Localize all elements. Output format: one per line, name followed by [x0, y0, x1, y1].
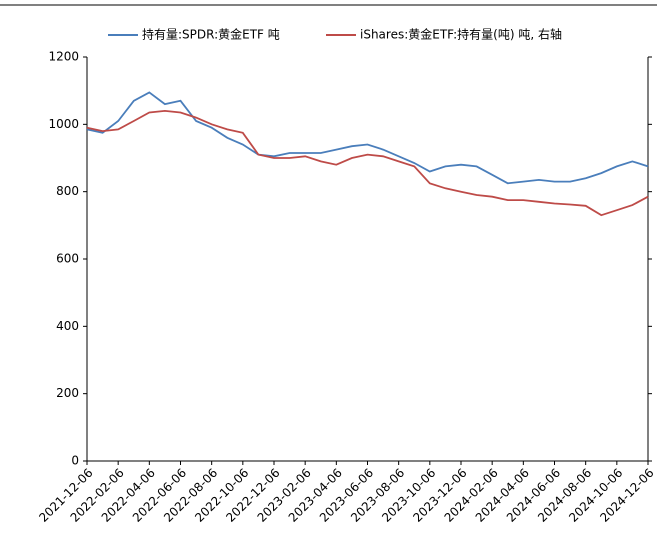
series-line [86, 109, 649, 217]
y-tick-label: 600 [56, 252, 79, 266]
y-tick-label: 400 [56, 319, 79, 333]
y-tick-label: 1000 [48, 117, 79, 131]
y-tick-label: 1200 [48, 50, 79, 64]
y-tick-label: 200 [56, 386, 79, 400]
y-tick-label: 0 [71, 454, 79, 468]
legend-label: 持有量:SPDR:黄金ETF 吨 [142, 27, 280, 42]
legend-label: iShares:黄金ETF:持有量(吨) 吨, 右轴 [360, 27, 562, 42]
y-tick-label: 800 [56, 184, 79, 198]
series-line [86, 91, 649, 185]
